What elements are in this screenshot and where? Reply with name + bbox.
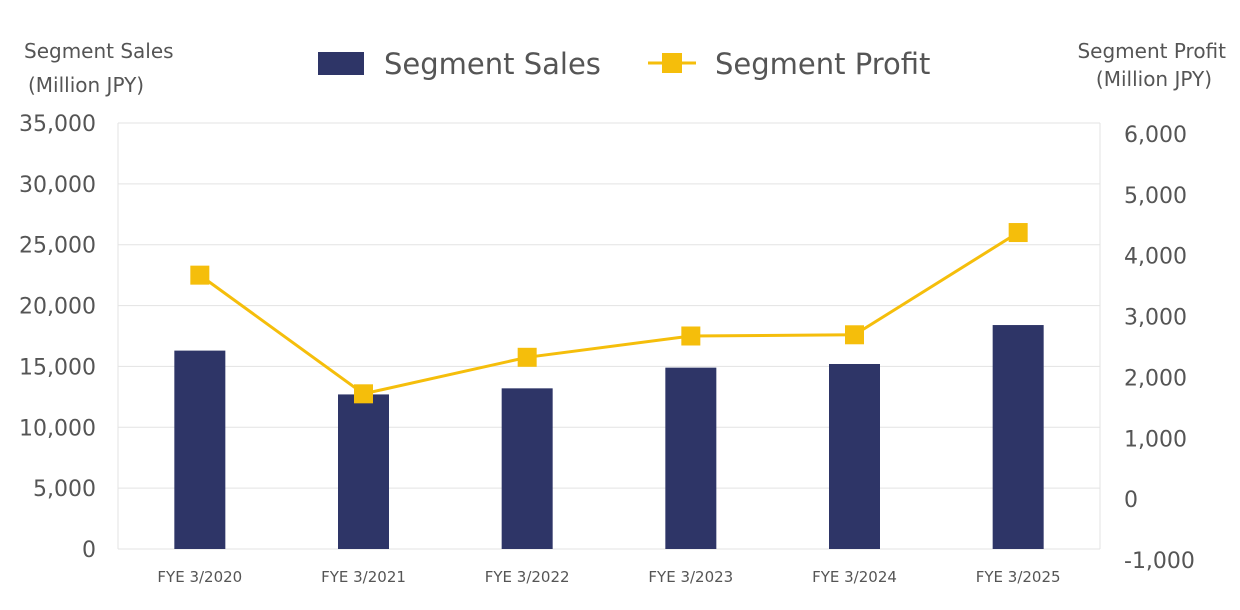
profit-point (845, 325, 864, 345)
right-tick-label: 5,000 (1124, 184, 1187, 209)
right-axis-title: Segment Profit (1077, 39, 1226, 63)
legend-sales-swatch (318, 52, 364, 75)
right-tick-label: 1,000 (1124, 427, 1187, 452)
left-axis-title: Segment Sales (24, 39, 174, 63)
left-tick-label: 25,000 (19, 234, 96, 259)
axes: Segment Sales (Million JPY) Segment Prof… (19, 39, 1226, 586)
category-label: FYE 3/2025 (976, 568, 1061, 586)
sales-bar (338, 394, 389, 549)
left-tick-label: 30,000 (19, 173, 96, 198)
right-tick-label: 2,000 (1124, 366, 1187, 391)
profit-point (517, 347, 537, 367)
gridlines (117, 122, 1101, 550)
right-axis-unit: (Million JPY) (1096, 67, 1212, 91)
right-tick-label: 6,000 (1124, 123, 1187, 148)
legend-profit-marker (662, 53, 682, 73)
profit-point (681, 326, 701, 346)
legend: Segment Sales Segment Profit (318, 47, 930, 81)
profit-line (198, 231, 1019, 396)
left-tick-label: 20,000 (19, 295, 96, 320)
left-tick-label: 5,000 (33, 477, 96, 502)
category-label: FYE 3/2022 (485, 568, 570, 586)
legend-sales-label: Segment Sales (384, 47, 601, 81)
sales-bar (665, 367, 717, 549)
category-label: FYE 3/2021 (321, 568, 406, 586)
right-tick-label: 0 (1124, 488, 1138, 513)
profit-point (354, 384, 373, 404)
left-axis-unit: (Million JPY) (28, 73, 144, 97)
right-tick-label: 4,000 (1124, 245, 1187, 270)
sales-bar (174, 350, 226, 549)
left-tick-label: 35,000 (19, 112, 96, 137)
profit-point (190, 265, 210, 285)
sales-bar (501, 388, 553, 549)
sales-bar (829, 363, 880, 549)
category-label: FYE 3/2020 (157, 568, 242, 586)
left-tick-label: 0 (82, 538, 96, 563)
category-label: FYE 3/2023 (648, 568, 733, 586)
legend-profit-label: Segment Profit (715, 47, 930, 81)
left-tick-label: 15,000 (19, 355, 96, 380)
profit-line-series (190, 223, 1028, 404)
profit-point (1008, 223, 1028, 243)
right-tick-label: -1,000 (1124, 549, 1195, 574)
right-tick-label: 3,000 (1124, 306, 1187, 331)
sales-bar (992, 325, 1044, 549)
category-label: FYE 3/2024 (812, 568, 897, 586)
left-tick-label: 10,000 (19, 416, 96, 441)
sales-bars (174, 325, 1044, 549)
